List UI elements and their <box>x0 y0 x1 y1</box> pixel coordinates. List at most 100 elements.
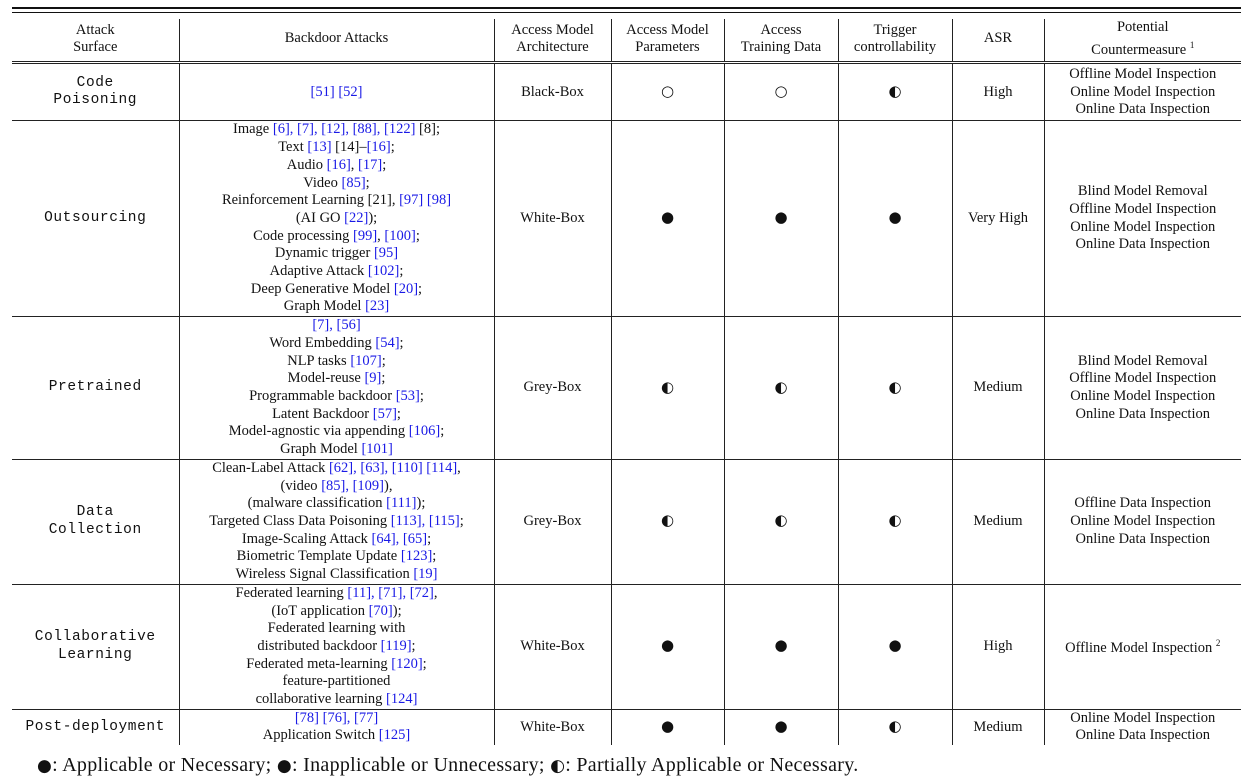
attack-text: Model-reuse <box>287 370 365 387</box>
reference-link[interactable]: [22] <box>344 209 369 226</box>
attack-text: ; <box>381 352 386 369</box>
reference-link[interactable]: [16] <box>366 139 391 156</box>
reference-link[interactable]: [19] <box>413 566 438 583</box>
attack-line: feature-partitioned <box>184 673 490 691</box>
reference-link[interactable]: [114] <box>426 459 458 476</box>
attack-text: ; <box>399 263 404 280</box>
countermeasure-item: Online Data Inspection <box>1049 101 1238 119</box>
countermeasure-cell: Offline Model Inspection 2 <box>1043 584 1241 710</box>
reference-link[interactable]: [16] <box>326 156 351 173</box>
reference-link[interactable]: [9] <box>364 370 382 387</box>
attack-text: Text <box>278 139 308 156</box>
access-architecture-cell: Black-Box <box>493 62 611 121</box>
half-circle-icon: ◐ <box>550 756 566 776</box>
reference-link[interactable]: [6], [7], [12], [88], [122] <box>272 121 416 138</box>
reference-link[interactable]: [99] <box>353 227 378 244</box>
attack-text: ; <box>415 227 420 244</box>
countermeasure-cell: Offline Data Inspection Online Model Insp… <box>1043 459 1241 585</box>
half-circle-icon: ◐ <box>888 82 902 101</box>
reference-link[interactable]: [57] <box>372 405 397 422</box>
countermeasure-item: Offline Model Inspection <box>1049 201 1238 219</box>
access-params-cell: ○ <box>610 62 724 121</box>
reference-link[interactable]: [17] <box>358 156 383 173</box>
reference-link[interactable]: [23] <box>365 298 390 315</box>
filled-circle-icon: ● <box>774 636 788 655</box>
countermeasure-item: Offline Model Inspection 2 <box>1049 635 1238 658</box>
reference-link[interactable]: [85] <box>341 174 366 191</box>
reference-link[interactable]: [53] <box>395 387 420 404</box>
attack-line: Image-Scaling Attack [64], [65]; <box>184 531 490 549</box>
header-text: Parameters <box>635 39 700 56</box>
attack-text: Dynamic trigger <box>274 245 374 262</box>
attack-line: Model-agnostic via appending [106]; <box>184 423 490 441</box>
reference-link[interactable]: [13] <box>307 139 332 156</box>
header-text: Access Model <box>511 21 594 38</box>
attack-surface-cell: Outsourcing <box>44 209 147 226</box>
access-trigger-cell: ◐ <box>837 62 952 121</box>
asr-cell: High <box>951 62 1044 121</box>
reference-link[interactable]: [102] <box>367 263 400 280</box>
countermeasure-text: Blind Model Removal <box>1077 183 1208 200</box>
attack-line: Reinforcement Learning [21], [97] [98] <box>184 192 490 210</box>
backdoor-attack-table: Attack Surface Backdoor Attacks Access M… <box>12 19 1241 746</box>
col-attack-surface: Attack Surface <box>12 19 179 64</box>
countermeasure-cell: Online Model Inspection Online Data Inspe… <box>1043 709 1241 746</box>
attack-text: ; <box>419 387 424 404</box>
reference-link[interactable]: [52] <box>338 83 363 100</box>
reference-link[interactable]: [119] <box>380 637 412 654</box>
countermeasure-item: Offline Model Inspection <box>1049 370 1238 388</box>
reference-link[interactable]: [54] <box>375 334 400 351</box>
reference-link[interactable]: [62], [63], [110] <box>328 459 423 476</box>
countermeasure-item: Offline Model Inspection <box>1049 66 1238 84</box>
access-params-cell: ◐ <box>610 316 724 460</box>
reference-link[interactable]: [85], [109] <box>321 477 385 494</box>
reference-link[interactable]: [113], [115] <box>390 512 460 529</box>
reference-link[interactable]: [101] <box>361 441 393 458</box>
col-access-architecture: Access Model Architecture <box>493 19 611 64</box>
countermeasure-text: Offline Model Inspection <box>1069 65 1217 82</box>
countermeasure-text: Online Data Inspection <box>1075 530 1211 547</box>
access-params-cell: ◐ <box>610 459 724 585</box>
reference-link[interactable]: [106] <box>408 423 441 440</box>
reference-link[interactable]: [97] [98] <box>399 192 452 209</box>
countermeasure-text: Offline Model Inspection <box>1069 370 1217 387</box>
table-row: Outsourcing Image [6], [7], [12], [88], [… <box>12 120 1241 317</box>
reference-link[interactable]: [100] <box>384 227 416 244</box>
header-text: Surface <box>73 39 118 56</box>
reference-link[interactable]: [124] <box>386 691 418 708</box>
attack-text: ), <box>384 477 393 494</box>
countermeasure-text: Offline Data Inspection <box>1074 495 1212 512</box>
reference-link[interactable]: [70] <box>368 602 393 619</box>
reference-link[interactable]: [51] <box>310 83 335 100</box>
half-circle-icon: ◐ <box>888 511 902 530</box>
attack-text: (AI GO <box>295 209 345 226</box>
attack-text: Reinforcement Learning [21], <box>221 192 400 209</box>
reference-link[interactable]: [64], [65] <box>371 530 428 547</box>
reference-link[interactable]: [78] <box>294 709 319 726</box>
attack-surface-cell: Code Poisoning <box>53 74 138 109</box>
countermeasure-item: Blind Model Removal <box>1049 353 1238 371</box>
reference-link[interactable]: [7], [56] <box>312 317 361 334</box>
filled-circle-icon: ● <box>774 208 788 227</box>
attack-text: distributed backdoor <box>257 637 381 654</box>
attack-line: (IoT application [70]); <box>184 603 490 621</box>
reference-link[interactable]: [107] <box>350 352 382 369</box>
header-row: Attack Surface Backdoor Attacks Access M… <box>12 19 1241 64</box>
countermeasure-text: Blind Model Removal <box>1077 352 1208 369</box>
access-data-cell: ● <box>723 120 838 317</box>
reference-link[interactable]: [11], [71], [72] <box>347 584 434 601</box>
access-trigger-cell: ◐ <box>837 316 952 460</box>
reference-link[interactable]: [120] <box>391 655 423 672</box>
reference-link[interactable]: [76], [77] <box>322 709 379 726</box>
legend-text-applicable: : Applicable or Necessary; <box>52 754 277 776</box>
reference-link[interactable]: [125] <box>378 727 411 744</box>
attack-text: , <box>350 156 359 173</box>
reference-link[interactable]: [111] <box>386 495 417 512</box>
countermeasure-item: Online Model Inspection <box>1049 388 1238 406</box>
countermeasure-item: Online Model Inspection <box>1049 84 1238 102</box>
reference-link[interactable]: [95] <box>373 245 399 262</box>
attack-text: ; <box>422 655 427 672</box>
reference-link[interactable]: [123] <box>400 548 433 565</box>
reference-link[interactable]: [20] <box>393 280 419 297</box>
filled-circle-icon: ● <box>37 756 53 776</box>
